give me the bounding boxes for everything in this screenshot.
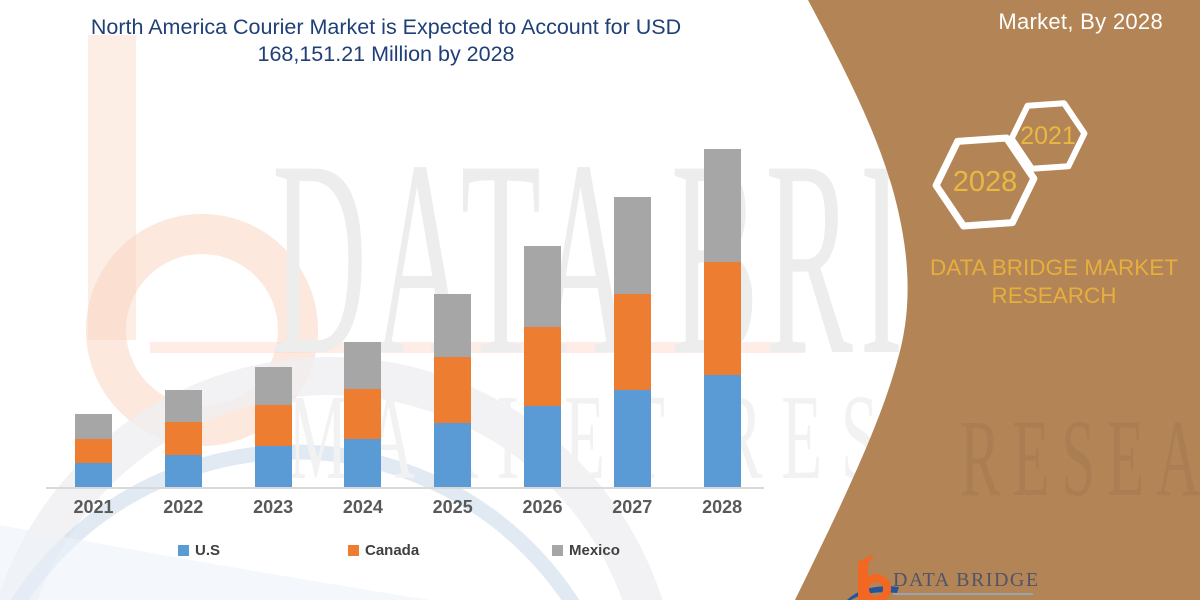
bar-segment-mexico-2027 [613,197,651,294]
bar-segment-us-2021 [75,462,112,487]
bar-segment-canada-2021 [75,439,112,463]
footer-logo: DATA BRIDGE MARKET RESEARCH [845,550,1165,600]
legend-label-canada: Canada [365,542,420,559]
chart-title: North America Courier Market is Expected… [40,14,732,68]
hexagon-year-2028: 2028 [952,166,1018,198]
bar-segment-mexico-2022 [164,389,202,422]
x-axis-label-2026: 2026 [522,497,563,517]
footer-logo-subtitle: MARKET RESEARCH [897,597,1067,600]
x-axis-label-2021: 2021 [73,497,114,517]
x-axis-label-2027: 2027 [612,497,653,517]
x-axis-label-2022: 2022 [163,497,204,517]
watermark-blue-arc [10,444,580,600]
bar-segment-us-2028 [703,375,741,487]
bar-segment-canada-2026 [524,326,561,406]
hexagon-2021 [1008,100,1088,172]
bar-segment-us-2024 [344,438,382,487]
bar-segment-canada-2024 [344,389,382,439]
ghost-watermark: RESEARCH [960,395,1200,522]
watermark-b-bowl [86,214,318,446]
bar-segment-canada-2028 [703,261,741,375]
x-axis-label-2023: 2023 [253,497,294,517]
hexagon-year-2021: 2021 [1020,122,1076,150]
bar-segment-canada-2027 [613,293,651,390]
legend-item-mexico: Mexico [552,542,620,559]
legend-item-us: U.S [178,542,220,559]
bar-segment-canada-2025 [434,357,472,423]
hexagon-2028 [932,134,1038,230]
bar-segment-mexico-2026 [524,246,561,327]
chart-title-line1: North America Courier Market is Expected… [90,15,682,39]
bar-segment-us-2025 [434,422,472,487]
bar-segment-mexico-2028 [703,149,741,262]
x-axis-label-2028: 2028 [702,497,743,517]
bar-segment-mexico-2025 [434,294,472,358]
watermark-blue-wash [0,525,430,600]
side-panel-background [795,0,1200,600]
brand-heading: DATA BRIDGE MARKET RESEARCH [930,255,1178,308]
chart-title-line2: 168,151.21 Million by 2028 [257,42,515,66]
footer-logo-b-stem [858,554,874,600]
legend-swatch-us [178,545,189,556]
x-axis-label-2024: 2024 [342,497,383,517]
footer-logo-name: DATA BRIDGE [893,569,1040,591]
bar-segment-canada-2023 [254,405,292,447]
bar-segment-mexico-2024 [344,341,382,390]
watermark-gray-arc [0,357,663,600]
watermark-peach-band [150,342,805,353]
bar-segment-mexico-2021 [75,413,112,439]
legend: U.S Canada Mexico [0,542,780,564]
bar-segment-canada-2022 [164,421,202,456]
bar-segment-us-2027 [613,389,651,487]
legend-swatch-mexico [552,545,563,556]
legend-swatch-canada [348,545,359,556]
legend-item-canada: Canada [348,542,419,559]
panel-heading: Market, By 2028 [998,9,1163,34]
bar-segment-mexico-2023 [254,366,292,406]
legend-label-mexico: Mexico [569,542,620,559]
footer-logo-mark [847,554,899,600]
x-axis-line [46,487,764,489]
bar-segment-us-2026 [524,405,561,487]
x-axis-label-2025: 2025 [432,497,473,517]
bar-segment-us-2023 [254,446,292,487]
footer-logo-underline [893,593,1033,595]
bar-segment-us-2022 [164,455,202,487]
legend-label-us: U.S [195,542,221,559]
